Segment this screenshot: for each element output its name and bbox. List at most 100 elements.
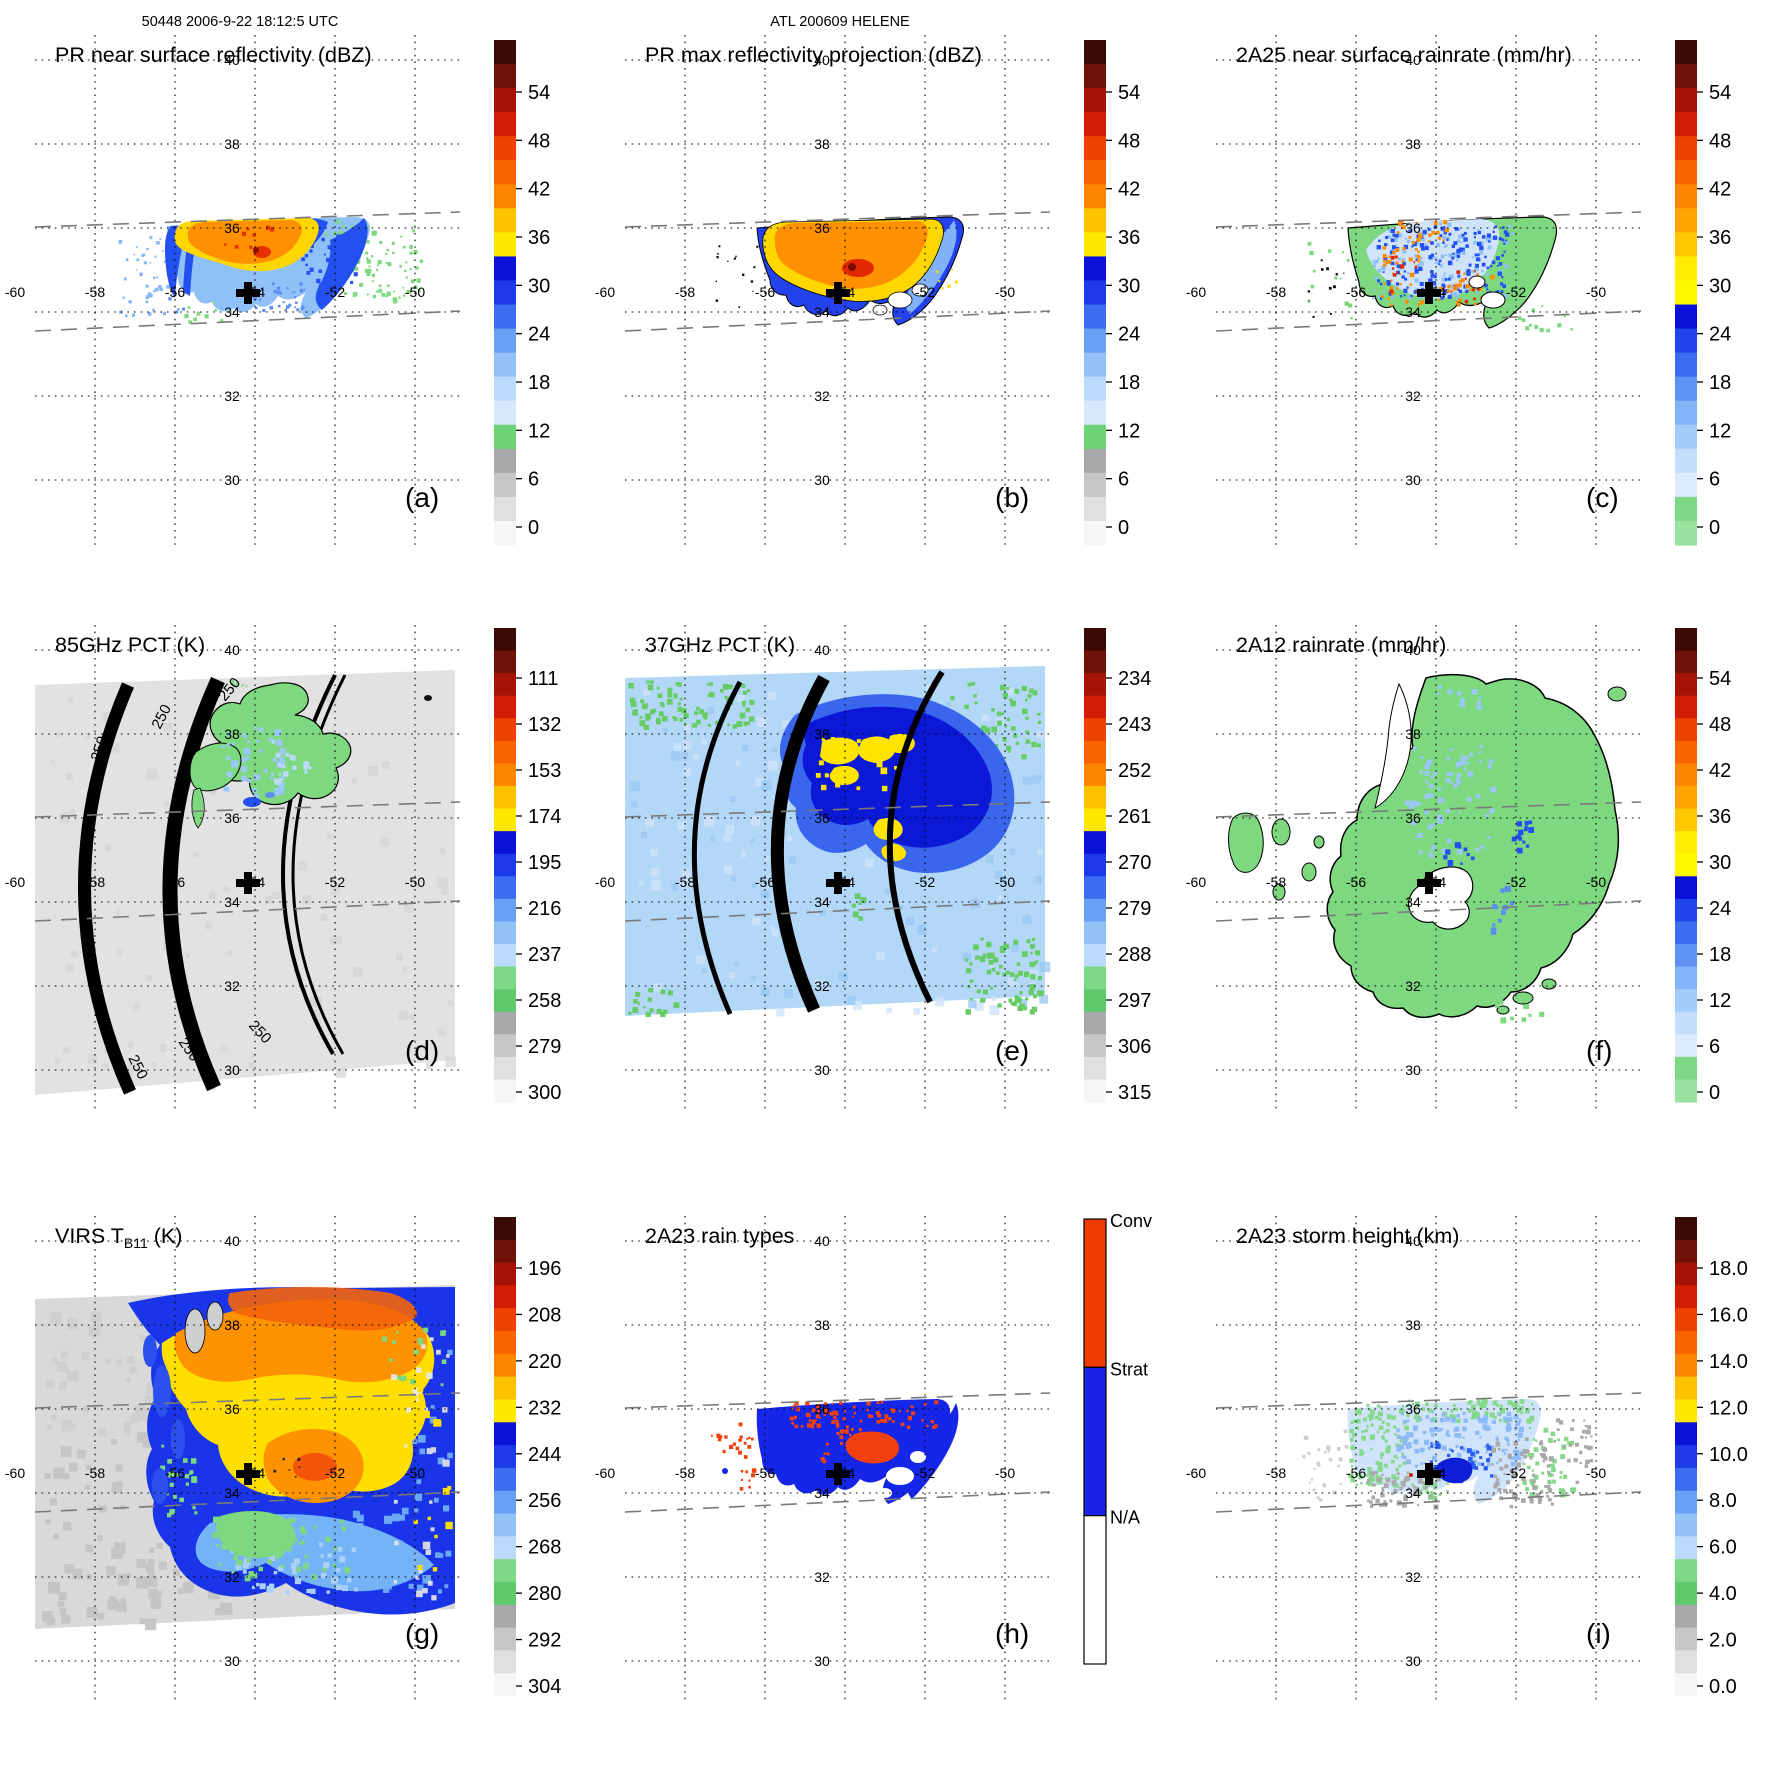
- svg-text:30: 30: [1405, 1653, 1421, 1669]
- svg-text:0: 0: [528, 517, 539, 539]
- svg-text:40: 40: [1405, 642, 1421, 658]
- svg-text:40: 40: [1405, 1233, 1421, 1249]
- graticule: [35, 625, 460, 1111]
- svg-text:258: 258: [528, 990, 561, 1012]
- storm-center-marker: [1416, 1462, 1441, 1485]
- svg-text:34: 34: [1405, 1485, 1421, 1501]
- swath-edge-lines: [625, 1391, 1051, 1513]
- svg-text:-56: -56: [755, 284, 775, 300]
- svg-text:36: 36: [1405, 1401, 1421, 1417]
- svg-text:-50: -50: [405, 1465, 425, 1481]
- svg-text:-50: -50: [995, 1465, 1015, 1481]
- svg-text:232: 232: [528, 1397, 561, 1419]
- svg-text:36: 36: [1118, 227, 1140, 249]
- svg-text:-52: -52: [1506, 874, 1526, 890]
- svg-text:-60: -60: [1186, 874, 1206, 890]
- svg-text:36: 36: [224, 1401, 240, 1417]
- svg-text:36: 36: [815, 220, 831, 236]
- svg-text:34: 34: [224, 1485, 240, 1501]
- svg-text:38: 38: [224, 726, 240, 742]
- storm-center-marker: [1416, 282, 1441, 304]
- panel-title: PR max reflectivity projection (dBZ): [645, 43, 982, 67]
- svg-text:300: 300: [528, 1082, 561, 1104]
- colorbar: 111 132 153 174 195 216 237 258 279 300: [494, 628, 561, 1104]
- panel-letter: (g): [405, 1618, 439, 1649]
- svg-text:36: 36: [815, 1401, 831, 1417]
- swath-edge-lines: [1215, 801, 1641, 923]
- svg-text:32: 32: [815, 1569, 831, 1585]
- svg-text:30: 30: [815, 1062, 831, 1078]
- svg-text:18: 18: [1118, 372, 1140, 394]
- svg-text:16.0: 16.0: [1709, 1304, 1748, 1326]
- svg-text:40: 40: [815, 1233, 831, 1249]
- svg-text:48: 48: [1709, 130, 1731, 152]
- svg-text:-60: -60: [595, 284, 615, 300]
- svg-text:-58: -58: [1266, 284, 1286, 300]
- svg-text:196: 196: [528, 1258, 561, 1280]
- svg-text:12: 12: [1709, 990, 1731, 1012]
- svg-text:-58: -58: [675, 874, 695, 890]
- svg-text:32: 32: [815, 388, 831, 404]
- graticule: [1215, 625, 1641, 1111]
- svg-text:6.0: 6.0: [1709, 1536, 1737, 1558]
- colorbar: 54 48 42 36 30 24 18 12 6 0: [494, 40, 550, 546]
- svg-text:-52: -52: [915, 1465, 935, 1481]
- svg-text:-52: -52: [1506, 1465, 1526, 1481]
- panel-a-imagery: [118, 217, 424, 324]
- svg-text:40: 40: [815, 52, 831, 68]
- swath-edge-lines: [34, 211, 461, 332]
- svg-text:234: 234: [1118, 668, 1151, 690]
- panel-letter: (c): [1586, 482, 1619, 513]
- panel-letter: (i): [1586, 1618, 1611, 1649]
- svg-text:14.0: 14.0: [1709, 1351, 1748, 1373]
- svg-text:-50: -50: [995, 874, 1015, 890]
- svg-text:-60: -60: [5, 874, 25, 890]
- svg-text:256: 256: [528, 1490, 561, 1512]
- svg-text:36: 36: [224, 810, 240, 826]
- panel-title: 2A25 near surface rainrate (mm/hr): [1236, 43, 1572, 67]
- svg-text:32: 32: [1405, 978, 1421, 994]
- colorbar: 18.0 16.0 14.0 12.0 10.0 8.0 6.0 4.0 2.0 0.0: [1674, 1216, 1748, 1698]
- panel-g-imagery: [35, 1284, 455, 1630]
- svg-text:38: 38: [1405, 136, 1421, 152]
- svg-text:30: 30: [224, 1653, 240, 1669]
- svg-text:-56: -56: [165, 284, 185, 300]
- svg-text:6: 6: [1709, 1036, 1720, 1058]
- svg-text:-58: -58: [1266, 874, 1286, 890]
- svg-text:220: 220: [528, 1351, 561, 1373]
- svg-text:252: 252: [1118, 760, 1151, 782]
- svg-text:-50: -50: [1586, 874, 1606, 890]
- svg-text:38: 38: [1405, 1317, 1421, 1333]
- svg-text:24: 24: [1709, 324, 1731, 346]
- svg-text:24: 24: [1709, 898, 1731, 920]
- svg-text:12: 12: [1709, 420, 1731, 442]
- svg-text:38: 38: [224, 136, 240, 152]
- svg-text:36: 36: [1405, 220, 1421, 236]
- svg-text:30: 30: [528, 275, 550, 297]
- svg-text:-58: -58: [85, 284, 105, 300]
- svg-text:315: 315: [1118, 1082, 1151, 1104]
- storm-center-marker: [236, 1462, 260, 1485]
- svg-text:-52: -52: [1506, 284, 1526, 300]
- svg-text:38: 38: [815, 1317, 831, 1333]
- svg-text:32: 32: [1405, 1569, 1421, 1585]
- svg-text:292: 292: [528, 1629, 561, 1651]
- svg-text:38: 38: [815, 136, 831, 152]
- svg-text:237: 237: [528, 944, 561, 966]
- panel-f-imagery: [1227, 674, 1627, 1024]
- panel-i-imagery: [1301, 1398, 1593, 1510]
- svg-text:-50: -50: [1586, 284, 1606, 300]
- svg-text:42: 42: [1118, 179, 1140, 201]
- svg-text:-60: -60: [5, 284, 25, 300]
- storm-center-marker: [236, 872, 260, 895]
- svg-text:261: 261: [1118, 806, 1151, 828]
- svg-text:208: 208: [528, 1304, 561, 1326]
- svg-text:243: 243: [1118, 714, 1151, 736]
- svg-text:174: 174: [528, 806, 561, 828]
